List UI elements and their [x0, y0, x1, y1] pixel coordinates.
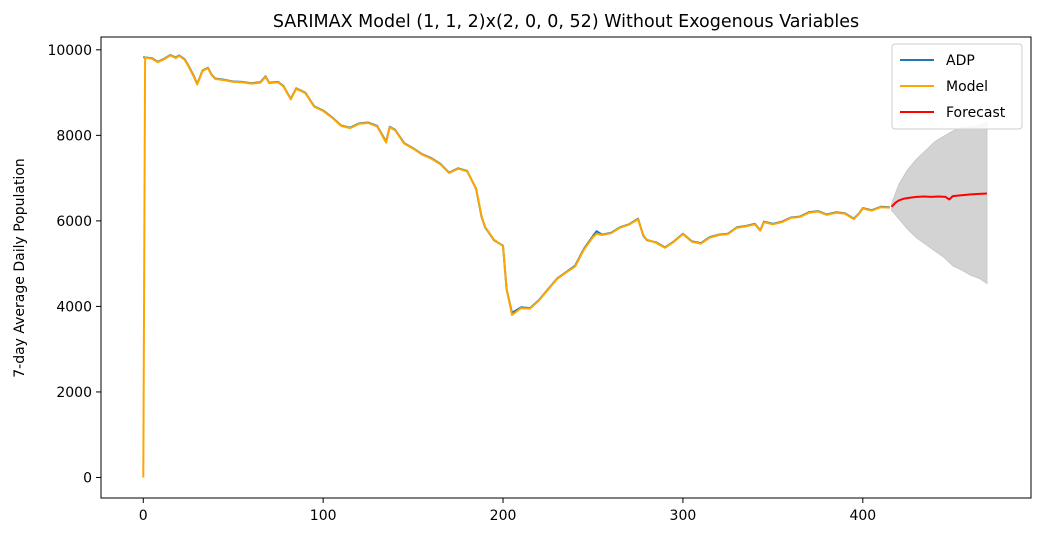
series-line-model — [142, 54, 890, 478]
axes-frame — [100, 36, 1032, 499]
y-tick-label: 0 — [83, 470, 92, 486]
chart-title: SARIMAX Model (1, 1, 2)x(2, 0, 0, 52) Wi… — [273, 12, 859, 32]
x-tick-label: 200 — [490, 508, 517, 524]
legend-label-adp: ADP — [946, 53, 975, 69]
x-tick-label: 100 — [310, 508, 337, 524]
y-axis-label: 7-day Average Daily Population — [12, 158, 28, 378]
y-tick-label: 8000 — [56, 128, 92, 144]
y-tick-label: 10000 — [47, 43, 92, 59]
x-tick-label: 300 — [670, 508, 697, 524]
x-tick-label: 0 — [139, 508, 148, 524]
y-tick-label: 6000 — [56, 214, 92, 230]
x-tick-label: 400 — [849, 508, 876, 524]
legend-box — [891, 43, 1023, 130]
legend-label-forecast: Forecast — [946, 105, 1006, 121]
legend-label-model: Model — [946, 79, 988, 95]
confidence-interval-band — [891, 121, 988, 285]
y-tick-label: 2000 — [56, 385, 92, 401]
series-line-forecast — [890, 192, 987, 208]
y-tick-label: 4000 — [56, 299, 92, 315]
legend: ADP Model Forecast — [891, 43, 1023, 130]
plot-area — [142, 54, 988, 478]
